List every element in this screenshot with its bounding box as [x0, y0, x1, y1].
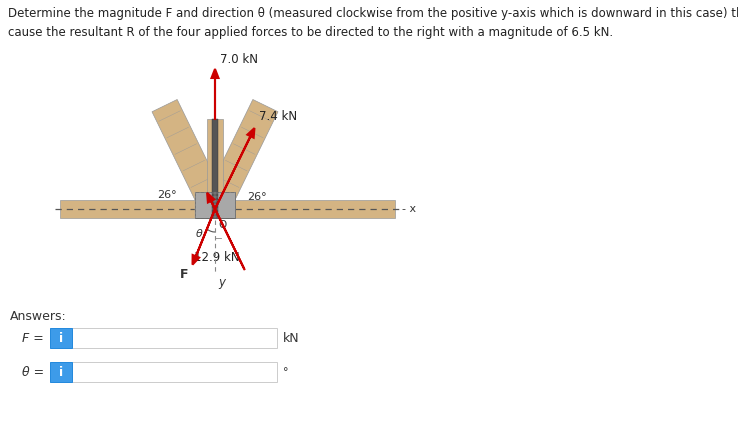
- Text: Determine the magnitude F and direction θ (measured clockwise from the positive : Determine the magnitude F and direction …: [8, 7, 738, 39]
- FancyBboxPatch shape: [72, 362, 277, 382]
- Text: y: y: [218, 276, 225, 289]
- FancyArrow shape: [212, 69, 218, 119]
- Polygon shape: [207, 119, 223, 218]
- FancyArrow shape: [207, 193, 244, 269]
- Text: O: O: [218, 220, 227, 230]
- FancyBboxPatch shape: [50, 362, 72, 382]
- Text: i: i: [59, 332, 63, 344]
- Text: kN: kN: [283, 332, 300, 344]
- Text: i: i: [59, 365, 63, 379]
- Text: 12.9 kN: 12.9 kN: [194, 251, 239, 264]
- FancyArrow shape: [193, 209, 215, 265]
- Polygon shape: [152, 100, 227, 215]
- Text: θ =: θ =: [22, 365, 44, 379]
- Text: F =: F =: [22, 332, 44, 344]
- Text: F: F: [180, 268, 188, 281]
- Text: 7.0 kN: 7.0 kN: [220, 53, 258, 66]
- Text: 26°: 26°: [157, 190, 177, 200]
- FancyArrow shape: [215, 128, 255, 209]
- Polygon shape: [195, 192, 235, 218]
- Polygon shape: [235, 200, 395, 218]
- Polygon shape: [60, 200, 195, 218]
- Polygon shape: [212, 119, 218, 218]
- Text: °: °: [283, 367, 289, 377]
- FancyBboxPatch shape: [72, 328, 277, 348]
- Polygon shape: [202, 100, 278, 215]
- Text: - x: - x: [402, 204, 416, 214]
- Text: Answers:: Answers:: [10, 310, 66, 323]
- FancyBboxPatch shape: [50, 328, 72, 348]
- Text: 26°: 26°: [247, 192, 266, 202]
- Text: θ: θ: [196, 229, 202, 239]
- Text: 7.4 kN: 7.4 kN: [260, 110, 297, 123]
